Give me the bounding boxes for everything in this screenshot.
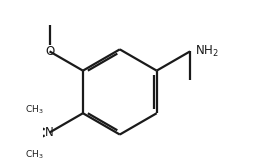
Text: O: O (45, 45, 54, 58)
Text: methoxy: methoxy (46, 22, 53, 23)
Text: NH$_2$: NH$_2$ (195, 44, 219, 59)
Text: CH$_3$: CH$_3$ (25, 104, 44, 116)
Text: N: N (45, 126, 54, 139)
Text: CH$_3$: CH$_3$ (25, 149, 44, 161)
